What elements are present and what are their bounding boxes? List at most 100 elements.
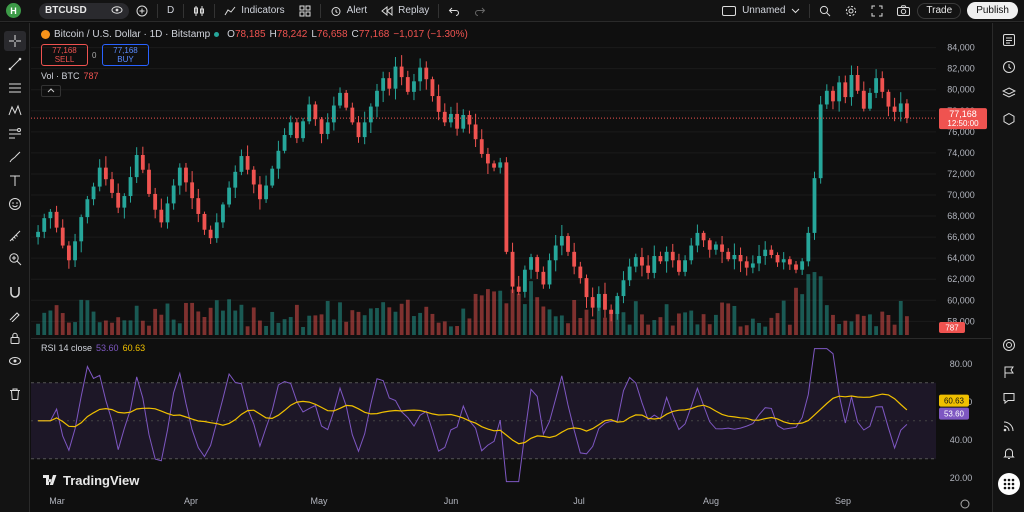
layouts-button[interactable] — [292, 0, 318, 22]
calendar-button[interactable] — [999, 362, 1019, 382]
redo-button[interactable] — [467, 0, 493, 22]
volume-bar — [824, 305, 829, 335]
pane-separator[interactable] — [31, 338, 991, 339]
quick-search-button[interactable] — [812, 0, 838, 22]
open-value: 78,185 — [234, 29, 266, 40]
volume-bar — [214, 300, 219, 335]
alarm-icon — [331, 6, 341, 16]
candle-body — [905, 103, 909, 119]
screener-button[interactable] — [999, 388, 1019, 408]
candle-body — [849, 75, 854, 98]
notifications-button[interactable] — [999, 443, 1019, 463]
candle-body — [122, 196, 127, 208]
replay-button[interactable]: Replay — [374, 0, 436, 22]
remove-drawings-tool[interactable] — [4, 384, 26, 404]
candle-body — [288, 122, 293, 135]
undo-button[interactable] — [441, 0, 467, 22]
symbol-title: Bitcoin / U.S. Dollar · 1D · Bitstamp — [54, 29, 211, 40]
volume-bar — [153, 308, 158, 335]
volume-bar — [683, 312, 687, 335]
text-tool[interactable] — [4, 171, 26, 191]
hide-drawings-tool[interactable] — [4, 351, 26, 371]
tradingview-logo[interactable]: TradingView — [43, 473, 139, 488]
compare-symbol-button[interactable] — [129, 0, 155, 22]
candle-body — [794, 264, 798, 270]
layout-name-button[interactable]: Unnamed — [715, 0, 807, 22]
pattern-tool[interactable] — [4, 101, 26, 121]
candle-body — [381, 78, 386, 91]
volume-bar — [338, 302, 342, 335]
brush-tool[interactable] — [4, 147, 26, 167]
buy-button[interactable]: 77,168 BUY — [102, 44, 149, 66]
volume-bar — [609, 311, 614, 335]
candle-body — [467, 115, 472, 125]
alerts-panel-button[interactable] — [999, 57, 1019, 77]
ideas-button[interactable] — [999, 335, 1019, 355]
candle-body — [331, 105, 336, 123]
emoji-icon — [9, 198, 21, 210]
object-tree-button[interactable] — [999, 83, 1019, 103]
stay-drawing-tool[interactable] — [4, 305, 26, 325]
candle-body — [744, 261, 749, 268]
chart-area[interactable]: 84,00082,00080,00078,00076,00074,00072,0… — [31, 23, 991, 512]
symbol-search-button[interactable]: BTCUSD — [39, 2, 129, 19]
collapse-legend-button[interactable] — [41, 85, 61, 97]
profile-avatar[interactable]: H — [6, 3, 21, 18]
candle-body — [806, 232, 811, 262]
candle-body — [775, 255, 780, 263]
volume-bar — [85, 300, 90, 335]
time-axis-label: May — [310, 496, 328, 506]
spread-value: 0 — [92, 51, 97, 60]
volume-bar — [652, 320, 657, 335]
candle-body — [140, 155, 145, 170]
candle-body — [824, 90, 829, 105]
chart-canvas[interactable]: 84,00082,00080,00078,00076,00074,00072,0… — [31, 23, 991, 512]
branding-label: TradingView — [63, 473, 140, 488]
interval-button[interactable]: D — [160, 0, 181, 22]
candle-body — [738, 255, 743, 262]
icon-tool[interactable] — [4, 194, 26, 214]
streams-button[interactable] — [999, 416, 1019, 436]
fib-tool[interactable] — [4, 78, 26, 98]
crosshair-tool[interactable] — [4, 31, 26, 51]
trend-line-tool[interactable] — [4, 54, 26, 74]
trade-button[interactable]: Trade — [917, 2, 962, 19]
candle-body — [393, 66, 398, 89]
indicators-button[interactable]: Indicators — [217, 0, 291, 22]
candle-body — [449, 113, 453, 123]
volume-bar — [763, 326, 768, 335]
publish-button[interactable]: Publish — [967, 2, 1018, 19]
candle-body — [701, 232, 706, 241]
hotlist-button[interactable] — [999, 109, 1019, 129]
rsi-ma-badge — [939, 394, 969, 407]
volume-bar — [744, 325, 749, 335]
volume-bar — [171, 319, 176, 335]
settings-button[interactable] — [838, 0, 864, 22]
low-value: 76,658 — [316, 29, 348, 40]
snapshot-button[interactable] — [890, 0, 917, 22]
fullscreen-button[interactable] — [864, 0, 890, 22]
open-label: O — [227, 29, 235, 40]
high-label: H — [269, 29, 277, 40]
rsi-badge — [939, 407, 969, 420]
candle-body — [578, 266, 583, 279]
products-button[interactable] — [998, 473, 1020, 495]
trend-line-icon — [8, 57, 22, 71]
volume-bar — [442, 321, 447, 335]
sell-button[interactable]: 77,168 SELL — [41, 44, 88, 66]
forecast-tool[interactable] — [4, 124, 26, 144]
indicators-icon — [224, 6, 236, 15]
volume-bar — [245, 326, 250, 335]
volume-bar — [331, 319, 336, 335]
measure-tool[interactable] — [4, 226, 26, 246]
magnet-tool[interactable] — [4, 282, 26, 302]
candle-body — [590, 297, 595, 308]
alert-button[interactable]: Alert — [323, 0, 375, 22]
candle-body — [436, 96, 441, 112]
lock-drawings-tool[interactable] — [4, 328, 26, 348]
candle-body — [171, 185, 176, 204]
watchlist-button[interactable] — [999, 30, 1019, 50]
chart-type-button[interactable] — [186, 0, 212, 22]
zoom-tool[interactable] — [4, 249, 26, 269]
volume-bar — [190, 302, 195, 335]
